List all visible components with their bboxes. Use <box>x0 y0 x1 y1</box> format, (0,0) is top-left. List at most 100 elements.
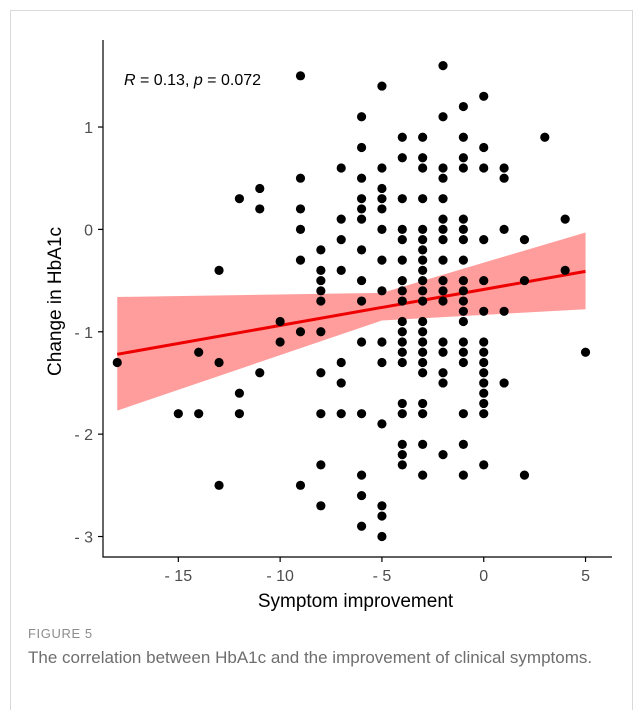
data-point <box>499 224 509 234</box>
data-point <box>479 378 489 388</box>
data-point <box>336 409 346 419</box>
data-point <box>438 255 448 265</box>
data-point <box>438 235 448 245</box>
data-point <box>397 235 407 245</box>
data-point <box>418 368 428 378</box>
data-point <box>295 480 306 490</box>
data-point <box>418 275 428 286</box>
data-point <box>173 409 183 419</box>
data-point <box>458 214 468 224</box>
data-point <box>255 183 265 194</box>
data-point <box>458 316 468 327</box>
data-point <box>356 112 367 122</box>
data-point <box>458 286 468 296</box>
data-point <box>377 511 387 521</box>
data-point <box>438 214 448 224</box>
data-point <box>336 214 346 224</box>
x-tick-label: - 5 <box>373 568 392 585</box>
data-point <box>397 316 407 327</box>
data-point <box>479 368 489 378</box>
x-tick-label: 5 <box>581 568 590 585</box>
y-tick-label: - 2 <box>74 427 93 444</box>
y-tick-label: - 1 <box>74 325 93 342</box>
data-point <box>295 327 306 337</box>
data-point <box>438 368 448 378</box>
data-point <box>397 409 407 419</box>
data-point <box>458 163 468 173</box>
data-point <box>316 368 326 378</box>
data-point <box>458 357 468 368</box>
data-point <box>377 163 387 173</box>
data-point <box>316 245 326 255</box>
data-point <box>458 255 468 265</box>
data-point <box>560 265 570 275</box>
data-point <box>377 255 387 265</box>
data-point <box>356 245 367 255</box>
data-point <box>397 439 407 449</box>
data-point <box>356 214 367 224</box>
data-point <box>336 163 346 173</box>
data-point <box>438 194 448 204</box>
data-point <box>336 235 346 245</box>
data-point <box>458 224 468 234</box>
data-point <box>418 286 428 296</box>
fit-line-layer <box>116 269 586 356</box>
confidence-band-layer <box>117 232 586 411</box>
data-point <box>356 204 367 214</box>
data-point <box>397 194 407 204</box>
data-point <box>397 398 407 409</box>
data-point <box>377 194 387 204</box>
axes-layer <box>98 40 612 562</box>
y-axis-title: Change in HbA1c <box>45 227 66 376</box>
data-point <box>356 296 367 306</box>
data-point <box>418 327 428 337</box>
data-point <box>438 286 448 296</box>
data-point <box>418 337 428 347</box>
data-point <box>377 531 387 542</box>
data-point <box>377 183 387 194</box>
data-point <box>479 163 489 173</box>
data-point <box>234 388 245 398</box>
data-point <box>418 439 428 449</box>
data-point <box>356 275 367 286</box>
regression-line <box>116 269 586 356</box>
data-point <box>418 255 428 265</box>
data-point <box>295 204 306 214</box>
data-point <box>458 439 468 449</box>
data-point <box>112 357 122 368</box>
data-point <box>234 194 245 204</box>
data-point <box>397 450 407 460</box>
data-point <box>418 265 428 275</box>
data-point <box>316 286 326 296</box>
data-point <box>458 275 468 286</box>
data-point <box>418 347 428 357</box>
data-point <box>418 194 428 204</box>
figure-label: FIGURE 5 <box>28 626 93 641</box>
data-point <box>418 409 428 419</box>
y-tick-label: 1 <box>84 120 93 137</box>
x-tick-label: - 10 <box>266 568 294 585</box>
data-point <box>479 388 489 398</box>
data-point <box>418 235 428 245</box>
data-point <box>214 480 224 490</box>
data-point <box>479 460 489 470</box>
data-point <box>438 337 448 347</box>
data-point <box>397 286 407 296</box>
data-point <box>316 327 326 337</box>
data-point <box>255 204 265 214</box>
data-point <box>479 337 489 347</box>
data-point <box>336 378 346 388</box>
data-point <box>356 173 367 183</box>
data-point <box>356 470 367 480</box>
data-point <box>418 132 428 142</box>
data-point <box>397 296 407 306</box>
data-point <box>397 255 407 265</box>
data-point <box>438 347 448 357</box>
data-point <box>356 409 367 419</box>
data-point <box>336 265 346 275</box>
data-point <box>499 306 509 316</box>
data-point <box>336 357 346 368</box>
x-axis-title: Symptom improvement <box>258 591 454 612</box>
data-point <box>438 275 448 286</box>
confidence-band <box>117 232 586 411</box>
